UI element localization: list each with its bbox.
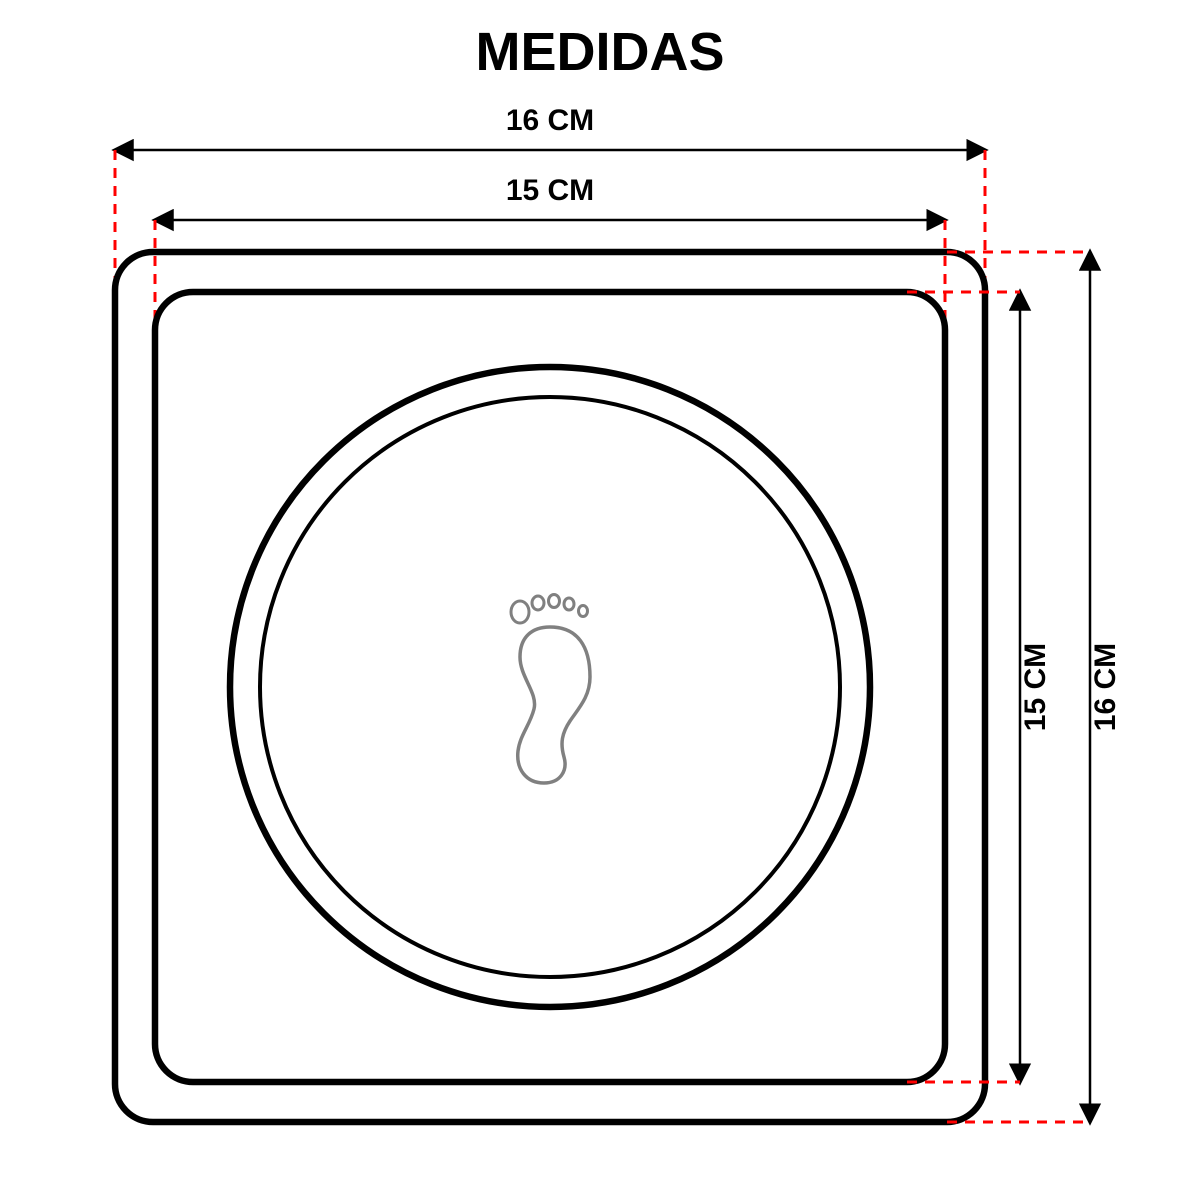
outer-square	[115, 252, 985, 1122]
dim-label-right-outer: 16 CM	[1089, 643, 1122, 731]
outer-circle	[230, 367, 870, 1007]
inner-square	[155, 292, 945, 1082]
footprint-icon	[511, 595, 590, 784]
dim-label-top-inner: 15 CM	[506, 174, 594, 207]
dim-label-top-outer: 16 CM	[506, 104, 594, 137]
inner-circle	[260, 397, 840, 977]
dim-label-right-inner: 15 CM	[1019, 643, 1052, 731]
dim-right-inner: 15 CM	[907, 292, 1052, 1082]
diagram-title: MEDIDAS	[475, 22, 724, 82]
